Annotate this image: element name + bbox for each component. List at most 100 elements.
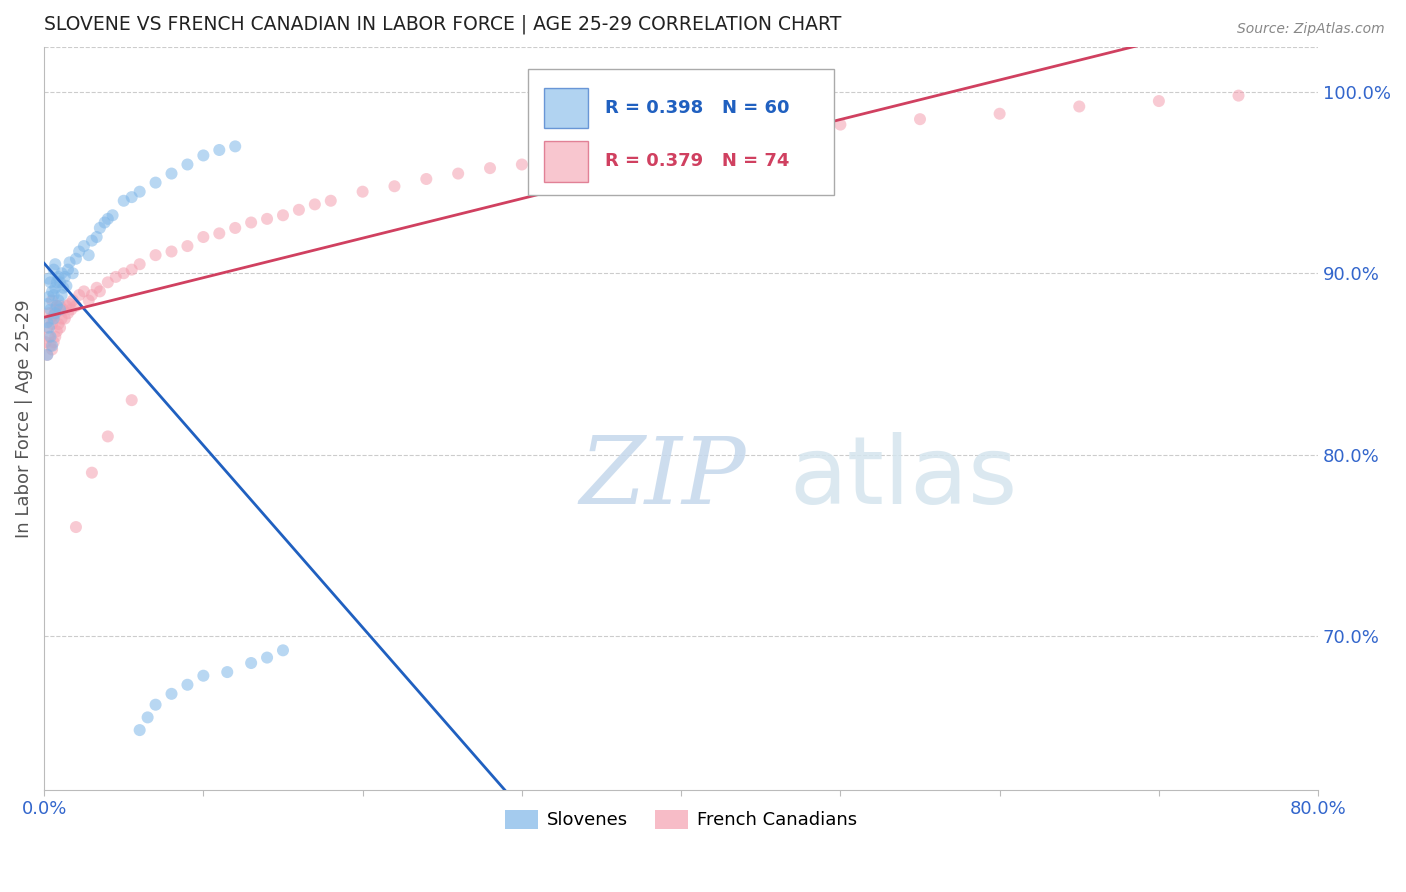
Point xyxy=(121,262,143,277)
Point xyxy=(104,269,127,284)
Point xyxy=(41,343,63,357)
Point xyxy=(988,107,1011,121)
Point xyxy=(288,202,311,217)
Point xyxy=(42,311,65,326)
Point xyxy=(256,211,278,226)
Point xyxy=(37,320,59,334)
Point xyxy=(176,678,198,692)
Point xyxy=(80,288,103,302)
Point xyxy=(80,234,103,248)
Point xyxy=(112,194,135,208)
Point xyxy=(44,302,66,317)
Point xyxy=(44,257,66,271)
Text: atlas: atlas xyxy=(789,432,1018,524)
Point xyxy=(749,125,772,139)
Point xyxy=(39,311,62,326)
Point xyxy=(86,230,108,244)
Point xyxy=(271,643,294,657)
Point xyxy=(1227,88,1250,103)
Point xyxy=(49,320,72,334)
Point xyxy=(77,248,100,262)
Point xyxy=(38,290,60,304)
Point xyxy=(42,262,65,277)
Point xyxy=(217,665,239,679)
Point xyxy=(65,520,87,534)
Point xyxy=(1069,99,1091,113)
Point xyxy=(67,244,90,259)
Point xyxy=(39,339,62,353)
Point xyxy=(38,271,60,285)
Point xyxy=(638,139,661,153)
Point xyxy=(49,302,72,317)
FancyBboxPatch shape xyxy=(544,87,588,128)
Point xyxy=(224,139,246,153)
Point xyxy=(49,276,72,290)
Point xyxy=(44,329,66,343)
Text: ZIP: ZIP xyxy=(579,433,745,523)
Point xyxy=(240,215,263,229)
Point xyxy=(65,299,87,313)
Point xyxy=(58,255,80,269)
Point xyxy=(702,130,724,145)
Point xyxy=(80,466,103,480)
Point xyxy=(352,185,374,199)
Point xyxy=(60,302,83,317)
Point xyxy=(112,266,135,280)
Point xyxy=(52,302,75,317)
Point xyxy=(55,299,77,313)
Point xyxy=(39,329,62,343)
Point xyxy=(208,227,231,241)
Point xyxy=(97,211,120,226)
Point xyxy=(56,306,79,320)
Point xyxy=(121,190,143,204)
Point xyxy=(65,252,87,266)
Point xyxy=(176,157,198,171)
Point xyxy=(37,315,59,329)
Point xyxy=(41,293,63,308)
Point xyxy=(128,723,150,737)
Point xyxy=(38,329,60,343)
Point xyxy=(45,299,67,313)
Text: Source: ZipAtlas.com: Source: ZipAtlas.com xyxy=(1237,22,1385,37)
Point xyxy=(37,348,59,362)
Point xyxy=(62,266,84,280)
Point xyxy=(48,293,70,308)
Text: SLOVENE VS FRENCH CANADIAN IN LABOR FORCE | AGE 25-29 CORRELATION CHART: SLOVENE VS FRENCH CANADIAN IN LABOR FORC… xyxy=(44,15,841,35)
Point xyxy=(39,276,62,290)
Point xyxy=(51,288,73,302)
Point xyxy=(193,669,215,683)
Point xyxy=(42,308,65,322)
Point xyxy=(606,143,628,157)
Point xyxy=(510,157,533,171)
Point xyxy=(58,297,80,311)
Point xyxy=(415,172,437,186)
Point xyxy=(38,306,60,320)
Point xyxy=(193,230,215,244)
Point xyxy=(44,281,66,295)
Point xyxy=(48,317,70,331)
Point xyxy=(38,320,60,334)
Point xyxy=(447,167,470,181)
FancyBboxPatch shape xyxy=(529,69,834,195)
Point xyxy=(89,221,111,235)
Point xyxy=(42,288,65,302)
Point xyxy=(908,112,931,127)
Point xyxy=(73,285,96,299)
Point xyxy=(145,698,167,712)
Point xyxy=(830,118,852,132)
Point xyxy=(45,324,67,338)
Point xyxy=(73,239,96,253)
Point xyxy=(145,248,167,262)
Point xyxy=(1147,94,1170,108)
Text: R = 0.379   N = 74: R = 0.379 N = 74 xyxy=(605,153,789,170)
Point xyxy=(67,288,90,302)
Point xyxy=(51,311,73,326)
Point xyxy=(37,297,59,311)
Point xyxy=(160,687,183,701)
Point xyxy=(49,299,72,313)
Point xyxy=(97,429,120,443)
Point xyxy=(97,276,120,290)
Point xyxy=(39,302,62,317)
Y-axis label: In Labor Force | Age 25-29: In Labor Force | Age 25-29 xyxy=(15,299,32,538)
Point xyxy=(42,335,65,350)
